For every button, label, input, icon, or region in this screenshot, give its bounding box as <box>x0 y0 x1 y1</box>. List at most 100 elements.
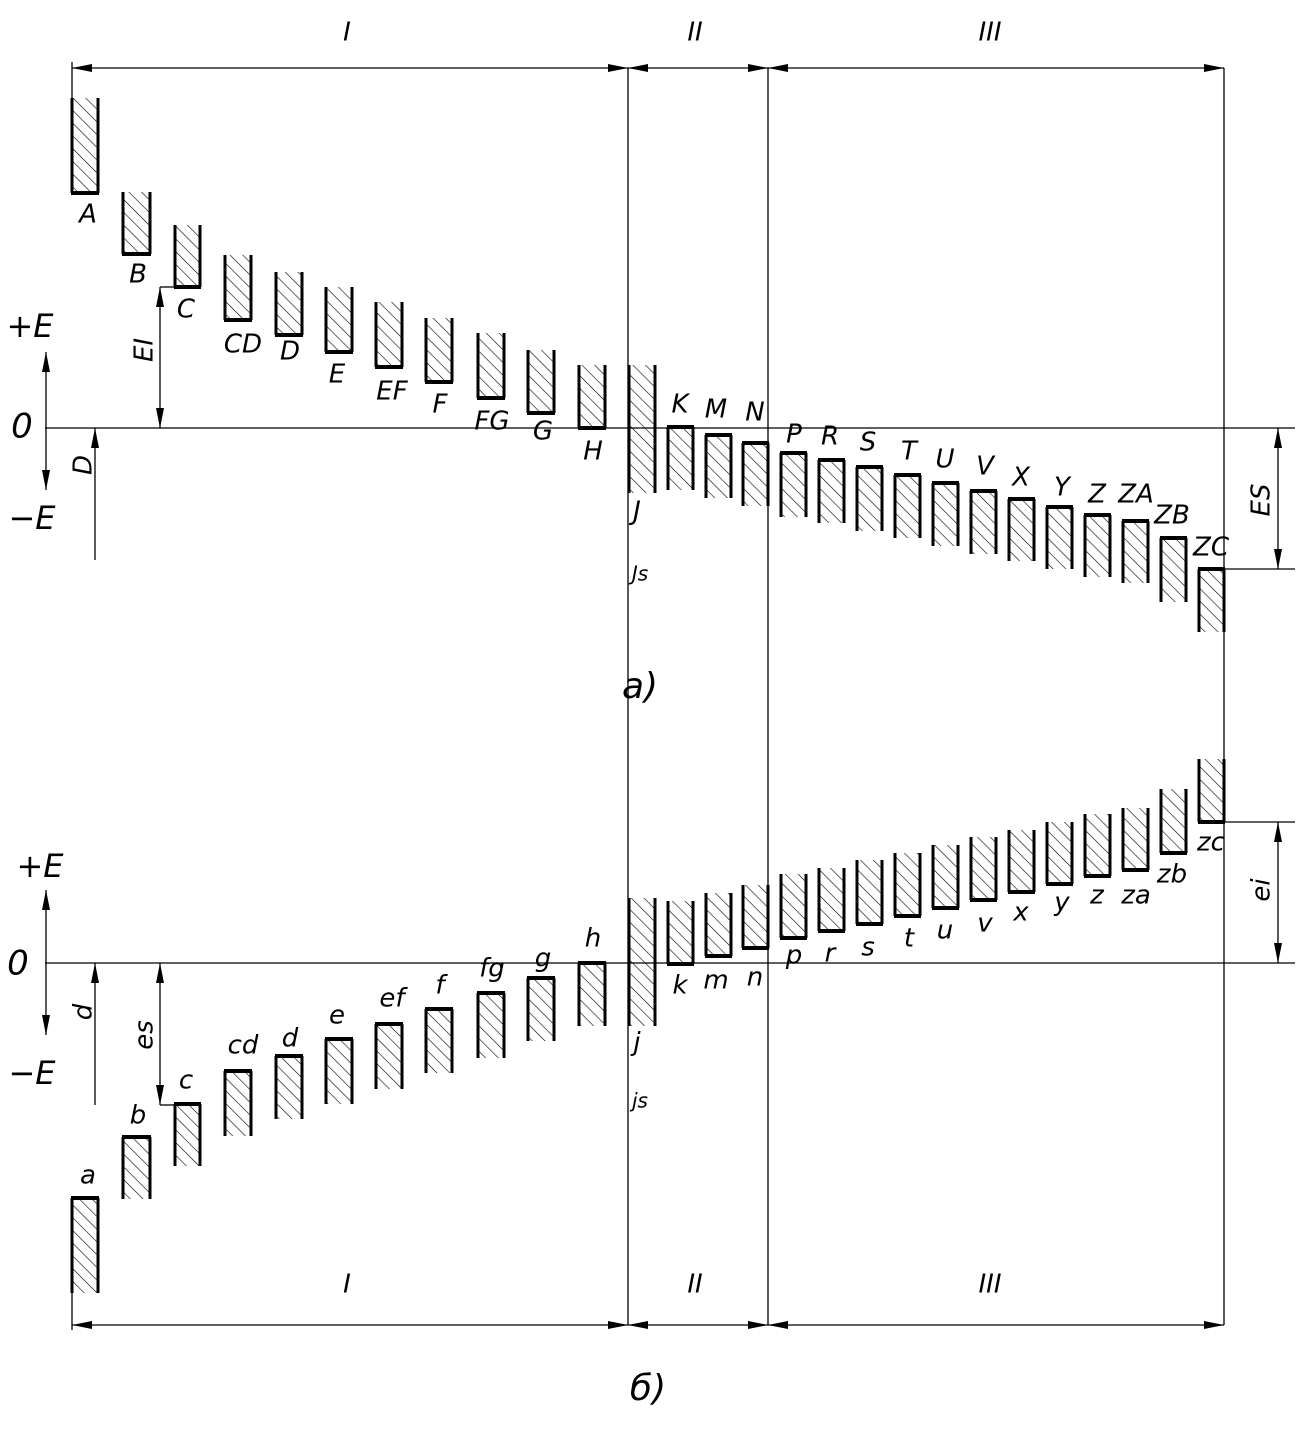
fit-letter: zb <box>1156 860 1187 890</box>
fit-letter: FG <box>474 407 509 437</box>
axis-zero: 0 <box>7 944 29 984</box>
tolerance-zone <box>175 225 200 287</box>
fit-letter: a <box>80 1161 96 1191</box>
tolerance-zone <box>971 837 996 900</box>
tolerance-zone <box>426 1009 452 1073</box>
fit-letter: T <box>901 437 919 467</box>
fit-letter: b <box>130 1101 147 1131</box>
fit-letter: v <box>977 909 993 939</box>
fit-letter: f <box>435 971 448 1001</box>
axis-plus: +E <box>6 307 54 345</box>
fit-letter: B <box>129 260 147 290</box>
tolerance-zone <box>933 845 958 908</box>
fit-letter: S <box>860 428 877 458</box>
tolerance-zone <box>971 491 996 554</box>
tolerance-zone <box>706 893 731 956</box>
fit-letter: H <box>583 437 603 467</box>
tolerance-zone <box>1085 515 1110 577</box>
fit-letter: z <box>1089 881 1105 911</box>
fit-letter: G <box>533 417 553 447</box>
fit-letter: t <box>904 924 915 954</box>
axis-zero: 0 <box>11 407 33 447</box>
tolerance-zone <box>895 853 920 916</box>
tolerance-zone <box>781 453 806 517</box>
fit-letter: ZA <box>1117 480 1154 510</box>
fit-letter: x <box>1012 898 1029 928</box>
dim-label: d <box>69 1003 99 1020</box>
fit-letter: EF <box>376 377 408 407</box>
dim-label: ES <box>1247 484 1277 517</box>
fit-letter: P <box>786 420 802 450</box>
tolerance-zone <box>743 443 768 506</box>
tolerance-zone <box>1009 830 1034 892</box>
tolerance-zone <box>72 98 98 193</box>
fit-letter: s <box>861 933 875 963</box>
fit-letter: Z <box>1087 480 1107 510</box>
fit-letter: p <box>785 941 803 971</box>
tolerance-zone <box>781 874 806 938</box>
tolerance-zone <box>819 460 844 523</box>
tolerance-zone <box>1085 814 1110 876</box>
tolerance-zone <box>1161 789 1186 853</box>
fit-letter: J <box>628 497 641 527</box>
zone-label: I <box>343 18 351 48</box>
fit-letter: F <box>433 390 449 420</box>
fit-letter: fg <box>479 954 505 984</box>
fit-letter: ef <box>379 984 408 1014</box>
tolerance-zone <box>1009 499 1034 561</box>
fit-letter: ZB <box>1153 501 1190 531</box>
tolerance-zone <box>579 963 605 1026</box>
tolerance-zone <box>225 255 251 320</box>
tolerance-zone <box>629 898 655 1026</box>
tolerance-zone <box>426 318 452 382</box>
fit-letter: ZC <box>1192 533 1230 563</box>
fit-letter: k <box>672 971 688 1001</box>
fit-letter: U <box>935 445 954 475</box>
tolerance-zone <box>668 427 693 490</box>
caption: а) <box>622 666 658 707</box>
tolerance-zone <box>819 868 844 931</box>
tolerance-zone <box>123 192 150 254</box>
fit-letter: h <box>585 924 601 954</box>
tolerance-zone <box>225 1071 251 1136</box>
fit-letter: y <box>1053 888 1070 918</box>
fit-letter: zc <box>1196 828 1225 858</box>
tolerance-zone <box>895 475 920 538</box>
zone-label: II <box>687 18 702 48</box>
tolerance-zone <box>1123 521 1148 583</box>
tolerance-zone <box>326 287 352 352</box>
zone-label: III <box>978 18 1001 48</box>
fit-letter: Y <box>1054 473 1072 503</box>
tolerance-zone <box>1199 569 1224 632</box>
fit-letter: M <box>705 395 727 425</box>
tolerance-zone <box>528 978 554 1041</box>
tolerance-zone <box>629 365 655 493</box>
tolerance-zone <box>743 885 768 948</box>
caption: б) <box>630 1368 666 1409</box>
dim-label: es <box>130 1020 160 1050</box>
tolerance-zone <box>579 365 605 428</box>
tolerance-zone <box>175 1104 200 1166</box>
tolerance-zone <box>1123 808 1148 870</box>
fit-letter: C <box>177 295 196 325</box>
tolerance-zone <box>1047 507 1072 569</box>
fit-letter: V <box>976 452 996 482</box>
fit-letter: u <box>937 916 953 946</box>
tolerance-zone <box>478 993 504 1058</box>
fit-letter: n <box>747 963 763 993</box>
dim-label: ei <box>1247 878 1277 902</box>
fit-letter: X <box>1010 463 1031 493</box>
fit-letter: cd <box>228 1031 259 1061</box>
fit-letter: R <box>821 422 839 452</box>
zone-label: III <box>978 1270 1001 1300</box>
frame-lines <box>42 62 1295 1330</box>
tolerance-zone <box>528 350 554 413</box>
tolerance-zone <box>1199 759 1224 822</box>
fit-letter: N <box>745 398 764 428</box>
tolerance-zone <box>933 483 958 546</box>
tolerance-zone <box>123 1137 150 1199</box>
fit-letter: m <box>703 966 728 996</box>
fit-letter: r <box>825 939 838 969</box>
tolerance-zone <box>376 302 402 367</box>
